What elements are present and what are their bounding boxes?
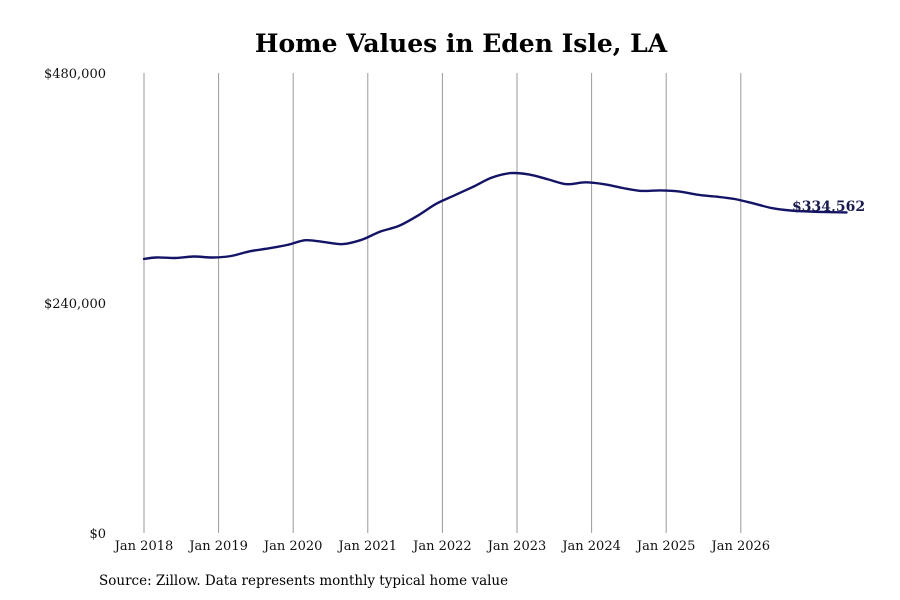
y-tick-label: $480,000: [44, 67, 106, 82]
x-tick-label: Jan 2026: [710, 539, 771, 554]
y-axis-ticks: $0 $240,000 $480,000: [44, 67, 106, 542]
y-tick-label: $240,000: [44, 297, 106, 312]
end-value-label: $334,562: [792, 199, 865, 215]
x-tick-label: Jan 2025: [635, 539, 696, 554]
home-value-line: [142, 171, 848, 261]
x-tick-label: Jan 2022: [411, 539, 472, 554]
series-layer: [142, 171, 848, 261]
grid-lines: [143, 73, 742, 533]
x-tick-label: Jan 2020: [262, 539, 323, 554]
x-axis-ticks: Jan 2018 Jan 2019 Jan 2020 Jan 2021 Jan 2022…: [113, 539, 770, 554]
x-tick-label: Jan 2019: [187, 539, 248, 554]
source-note: Source: Zillow. Data represents monthly …: [99, 573, 509, 589]
y-tick-label: $0: [89, 527, 106, 542]
chart-title: Home Values in Eden Isle, LA: [255, 29, 668, 58]
x-tick-label: Jan 2024: [560, 539, 621, 554]
x-tick-label: Jan 2021: [337, 539, 398, 554]
x-tick-label: Jan 2018: [113, 539, 174, 554]
x-tick-label: Jan 2023: [486, 539, 547, 554]
